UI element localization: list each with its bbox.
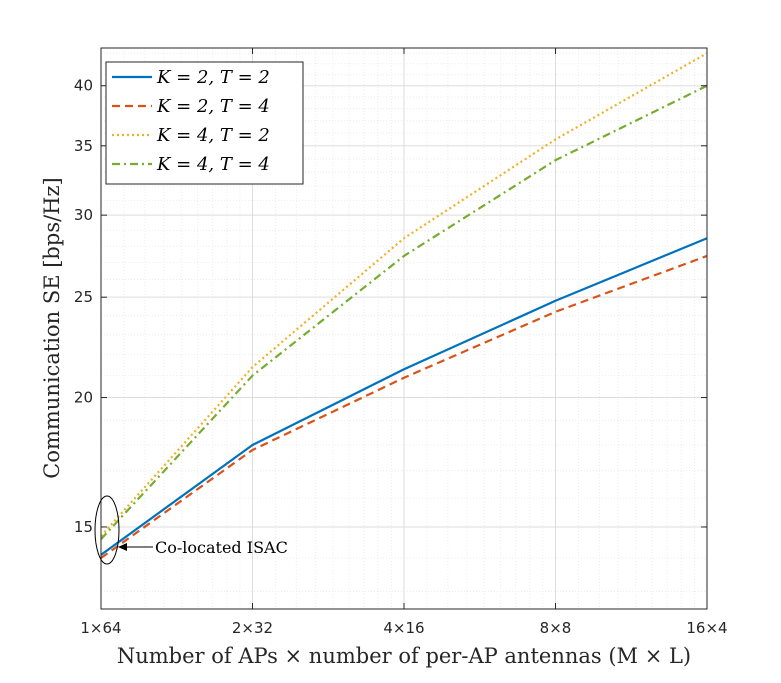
legend-label-3: K = 4, T = 2 bbox=[156, 125, 270, 146]
legend-items: K = 2, T = 2 K = 2, T = 4 K = 4, T = 2 K = … bbox=[112, 67, 270, 175]
co-located-annotation: Co-located ISAC bbox=[94, 495, 288, 565]
x-tick-label: 16×4 bbox=[686, 619, 727, 637]
y-tick-label: 15 bbox=[74, 518, 93, 536]
annotation-arrowhead bbox=[118, 543, 127, 551]
y-tick-label: 40 bbox=[74, 77, 93, 95]
x-tick-label: 4×16 bbox=[383, 619, 424, 637]
series-line-2 bbox=[100, 254, 708, 559]
y-axis-label: Communication SE [bps/Hz] bbox=[40, 177, 64, 478]
legend: K = 2, T = 2 K = 2, T = 4 K = 4, T = 2 K = … bbox=[105, 61, 304, 185]
x-tick-label: 2×32 bbox=[232, 619, 273, 637]
x-axis-label: Number of APs × number of per-AP antenna… bbox=[117, 644, 691, 668]
series-line-3 bbox=[100, 52, 708, 537]
series-line-1 bbox=[100, 237, 708, 556]
x-tick-label: 1×64 bbox=[80, 619, 121, 637]
y-tick-label: 35 bbox=[74, 137, 93, 155]
series-layer bbox=[100, 52, 708, 559]
series-line-4 bbox=[100, 84, 708, 540]
legend-label-1: K = 2, T = 2 bbox=[156, 67, 270, 88]
legend-label-4: K = 4, T = 4 bbox=[156, 154, 270, 175]
y-tick-label: 30 bbox=[74, 206, 93, 224]
y-tick-label: 25 bbox=[74, 288, 93, 306]
tick-labels: 1×64 2×32 4×16 8×8 16×4 15 20 25 30 35 40 bbox=[74, 77, 728, 637]
x-tick-label: 8×8 bbox=[540, 619, 572, 637]
legend-box bbox=[105, 61, 304, 185]
annotation-text: Co-located ISAC bbox=[155, 538, 288, 557]
annotation-ellipse bbox=[94, 495, 120, 565]
legend-label-2: K = 2, T = 4 bbox=[156, 96, 270, 117]
y-tick-label: 20 bbox=[74, 389, 93, 407]
